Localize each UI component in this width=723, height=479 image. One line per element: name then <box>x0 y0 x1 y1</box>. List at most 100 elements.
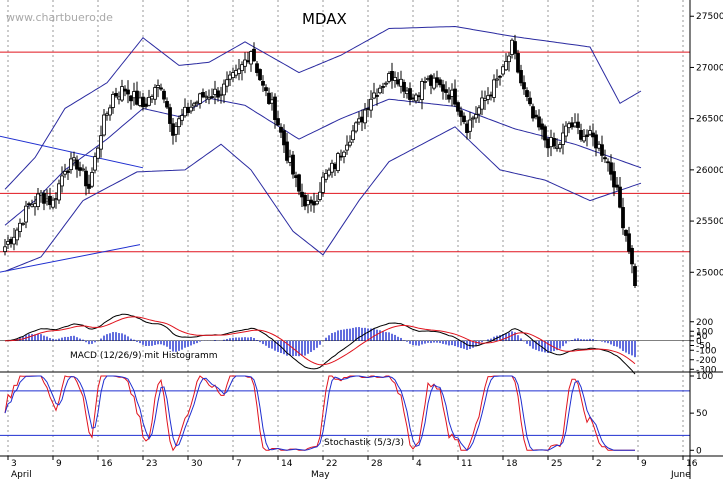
candle-body-down <box>333 163 337 170</box>
candle <box>444 81 448 100</box>
candle-body-down <box>429 75 433 86</box>
candle-body-up <box>72 157 76 161</box>
trend-line <box>0 135 144 169</box>
candle <box>414 92 418 104</box>
candle-body-up <box>345 144 349 151</box>
candle-body-up <box>189 106 193 112</box>
candle <box>279 123 283 138</box>
candle <box>324 169 328 183</box>
candle <box>42 190 46 211</box>
candle-body-down <box>339 155 343 158</box>
candle <box>600 135 604 163</box>
candle-body-down <box>396 79 400 85</box>
candle <box>156 79 160 98</box>
candle <box>273 93 277 129</box>
candle-body-down <box>279 126 283 133</box>
candle <box>585 129 589 147</box>
candle-body-up <box>270 99 274 104</box>
candle-body-up <box>234 70 238 76</box>
candle <box>624 229 628 242</box>
candle <box>255 61 259 77</box>
candle-body-up <box>240 64 244 71</box>
candle-body-up <box>426 78 430 80</box>
candle <box>633 263 637 289</box>
candle <box>96 146 100 163</box>
candle-body-down <box>255 63 259 73</box>
candle <box>621 197 625 235</box>
x-tick-label: 9 <box>56 459 62 469</box>
bollinger-lower-band <box>4 126 642 272</box>
candle-body-up <box>198 93 202 104</box>
candle-body-up <box>504 61 508 71</box>
candle-body-down <box>141 96 145 108</box>
candle-body-down <box>438 79 442 86</box>
candle <box>576 113 580 135</box>
candle <box>390 62 394 89</box>
candle <box>36 188 40 211</box>
candle <box>618 176 622 209</box>
macd-tick-label: 0 <box>696 337 702 347</box>
candle-body-up <box>111 94 115 108</box>
price-tick-label: 26500 <box>696 115 723 125</box>
candle <box>12 228 16 251</box>
vertical-grid <box>7 0 684 456</box>
bollinger-upper-band <box>4 25 642 190</box>
candle <box>342 150 346 164</box>
candle <box>141 92 145 111</box>
macd-tick-label: 100 <box>696 327 713 337</box>
candle-body-down <box>303 194 307 207</box>
candle-body-up <box>483 98 487 101</box>
candle <box>528 91 532 107</box>
x-tick-label: 3 <box>11 459 17 469</box>
candle <box>264 84 268 97</box>
candle <box>420 78 424 110</box>
candle-body-up <box>204 95 208 98</box>
candle-body-down <box>570 122 574 128</box>
candle-body-down <box>576 121 580 128</box>
candle-body-up <box>3 246 7 252</box>
candle <box>51 197 55 210</box>
candle-body-down <box>621 207 625 229</box>
candle <box>192 101 196 112</box>
candle <box>423 76 427 90</box>
candle-body-up <box>399 78 403 87</box>
candle <box>60 166 64 193</box>
candle <box>102 109 106 137</box>
candle <box>252 42 256 62</box>
candle <box>201 88 205 99</box>
candle-body-up <box>195 101 199 104</box>
candle <box>177 115 181 135</box>
candle <box>336 151 340 174</box>
candle <box>609 154 613 181</box>
candle-body-up <box>45 198 49 202</box>
candle <box>453 79 457 107</box>
candle <box>321 172 325 197</box>
candle-body-up <box>222 83 226 96</box>
candle-body-up <box>132 91 136 99</box>
candle-body-up <box>507 55 511 63</box>
candle-body-down <box>258 69 262 81</box>
candle-body-up <box>318 191 322 200</box>
x-tick-label: 9 <box>641 459 647 469</box>
candle <box>348 135 352 148</box>
macd-tick-label: 200 <box>696 318 713 328</box>
candle-body-up <box>15 229 19 241</box>
candle <box>126 80 130 104</box>
candle-body-up <box>54 198 58 200</box>
candle-body-down <box>168 107 172 124</box>
candle <box>222 79 226 104</box>
x-tick-label: 16 <box>686 459 698 469</box>
candle <box>24 200 28 229</box>
candle-body-up <box>351 130 355 141</box>
candle <box>579 123 583 142</box>
x-axis: 3916233071422284111825291623306132027310… <box>7 456 698 479</box>
candle <box>18 218 22 238</box>
candle-body-down <box>459 110 463 117</box>
price-tick-label: 25000 <box>696 268 723 278</box>
candle <box>564 121 568 143</box>
candle-body-up <box>249 51 253 65</box>
candle <box>282 124 286 153</box>
price-tick-label: 27000 <box>696 63 723 73</box>
candle-body-down <box>531 106 535 119</box>
